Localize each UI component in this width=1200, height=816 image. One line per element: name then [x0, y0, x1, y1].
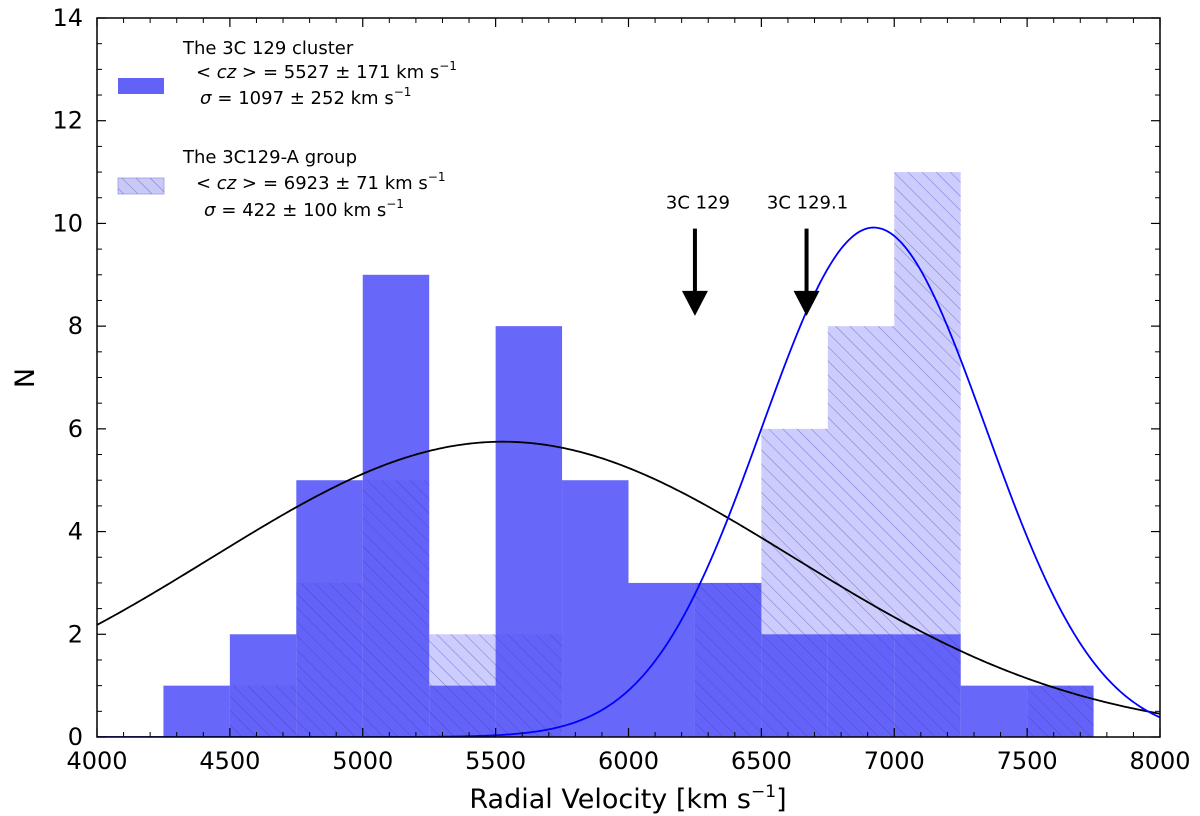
x-tick-label: 6500 — [731, 747, 792, 775]
group-bar-hatch — [694, 582, 762, 737]
cluster-bar — [628, 582, 695, 737]
x-tick-label: 4500 — [199, 747, 260, 775]
x-tick-label: 7000 — [864, 747, 925, 775]
group-bar-hatch — [1027, 685, 1094, 737]
group-bar-hatch — [229, 685, 297, 737]
group-bar-hatch — [761, 428, 828, 737]
x-tick-label: 7500 — [997, 747, 1058, 775]
y-tick-label: 6 — [68, 415, 83, 443]
x-tick-labels: 4000 4500 5000 5500 6000 6500 7000 7500 8000 — [66, 747, 1190, 775]
legend-title-group: The 3C129-A group — [182, 147, 357, 168]
x-tick-label: 4000 — [66, 747, 127, 775]
legend-sigma-cluster: σ = 1097 ± 252 km s−1 — [200, 85, 411, 109]
legend-title-cluster: The 3C 129 cluster — [182, 38, 354, 59]
group-gaussian-fit — [97, 226, 1160, 737]
y-axis-label: N — [10, 368, 41, 388]
x-tick-label: 5000 — [332, 747, 393, 775]
legend-mean-cluster: < cz > = 5527 ± 171 km s−1 — [196, 59, 457, 83]
cluster-gaussian-fit — [97, 440, 1160, 715]
legend-sigma-group: σ = 422 ± 100 km s−1 — [204, 197, 404, 221]
y-tick-labels: 0 2 4 6 8 10 12 14 — [52, 4, 83, 751]
y-tick-label: 2 — [68, 620, 83, 648]
legend-swatch-cluster — [118, 78, 164, 94]
legend-mean-group: < cz > = 6923 ± 71 km s−1 — [196, 170, 445, 194]
annotation-arrow-head — [681, 290, 708, 316]
cluster-bar — [562, 480, 629, 737]
annotation-label: 3C 129 — [666, 193, 730, 214]
legend: The 3C 129 cluster < cz > = 5527 ± 171 km… — [117, 38, 457, 221]
legend-swatch-group-hatch — [118, 178, 164, 194]
x-tick-label: 5500 — [465, 747, 526, 775]
group-bar-hatch — [827, 326, 895, 737]
gaussian-fit-curves — [97, 226, 1160, 737]
cluster-bar — [960, 685, 1028, 737]
x-tick-label: 8000 — [1129, 747, 1190, 775]
y-tick-label: 8 — [68, 312, 83, 340]
y-tick-label: 10 — [52, 209, 83, 237]
group-bar-hatch — [296, 582, 363, 737]
annotation-arrow-head — [793, 290, 820, 316]
annotation-label: 3C 129.1 — [767, 193, 848, 214]
cluster-bar — [163, 685, 230, 737]
y-tick-label: 0 — [68, 723, 83, 751]
y-tick-label: 12 — [52, 107, 83, 135]
group-bar-hatch — [894, 172, 961, 738]
y-tick-label: 4 — [68, 518, 83, 546]
group-bar-hatch — [362, 480, 430, 737]
x-tick-label: 6000 — [598, 747, 659, 775]
source-annotations: 3C 129 3C 129.1 — [666, 193, 848, 316]
group-histogram-bars — [229, 172, 1094, 738]
group-bar-hatch — [429, 634, 496, 737]
axis-ticks — [96, 17, 1161, 738]
x-axis-label: Radial Velocity [km s−1] — [469, 782, 786, 815]
y-tick-label: 14 — [52, 4, 83, 32]
group-bar-hatch — [495, 634, 563, 737]
